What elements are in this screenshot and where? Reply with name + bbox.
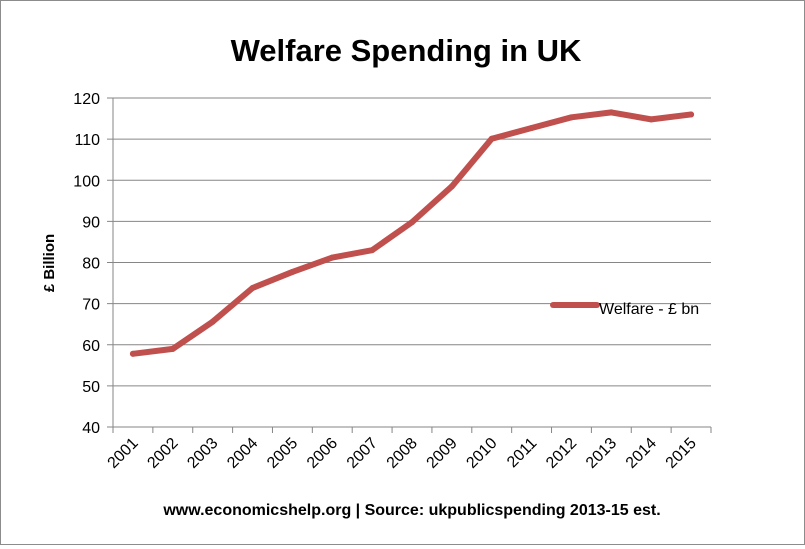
series-layer	[129, 109, 695, 357]
x-tick-label: 2008	[384, 435, 421, 472]
data-point	[648, 116, 655, 123]
x-tick-label: 2007	[344, 435, 381, 472]
y-tick-label: 60	[82, 338, 100, 355]
y-axis-label: £ Billion	[41, 234, 58, 292]
x-tick-label: 2002	[144, 435, 181, 472]
data-point	[568, 114, 575, 121]
y-tick-label: 70	[82, 297, 100, 314]
x-tick-label: 2003	[184, 435, 221, 472]
x-tick-label: 2004	[224, 435, 261, 472]
x-tick-label: 2014	[623, 435, 660, 472]
y-tick-label: 120	[73, 91, 100, 108]
y-tick-label: 80	[82, 256, 100, 273]
chart-title: Welfare Spending in UK	[231, 33, 582, 68]
data-point	[608, 109, 615, 116]
x-tick-label: 2013	[583, 435, 620, 472]
data-point	[289, 268, 296, 275]
x-tick-label: 2010	[463, 435, 500, 472]
y-tick-label: 110	[74, 132, 100, 149]
data-point	[249, 284, 256, 291]
data-point	[409, 219, 415, 226]
data-point	[209, 318, 216, 325]
data-point	[129, 350, 136, 357]
x-tick-label: 2012	[543, 435, 580, 472]
data-point	[169, 345, 176, 352]
y-tick-label: 90	[82, 214, 100, 231]
x-tick-label: 2015	[663, 435, 700, 472]
x-tick-label: 2006	[304, 435, 341, 472]
x-tick-label: 2009	[424, 435, 461, 472]
source-footer: www.economicshelp.org | Source: ukpublic…	[162, 502, 660, 519]
y-tick-label: 40	[82, 420, 100, 437]
x-axis-ticks: 2001 2002 2003 2004 2005 2006 2007 2008 2009 2010…	[105, 427, 712, 472]
x-tick-label: 2011	[504, 435, 540, 471]
legend: Welfare - £ bn	[550, 301, 699, 318]
y-tick-label: 50	[82, 379, 100, 396]
data-point	[448, 183, 455, 190]
x-tick-label: 2001	[105, 435, 142, 472]
gridlines	[113, 97, 711, 428]
axes	[112, 98, 711, 428]
data-point	[688, 111, 695, 118]
y-tick-label: 100	[73, 173, 100, 190]
x-tick-label: 2005	[264, 435, 301, 472]
y-axis-ticks: 40 50 60 70 80 90 100 110 120	[73, 91, 113, 437]
data-point	[528, 125, 535, 132]
data-point	[488, 135, 495, 142]
data-point	[329, 254, 336, 261]
data-point	[369, 247, 376, 254]
legend-label: Welfare - £ bn	[599, 301, 699, 318]
